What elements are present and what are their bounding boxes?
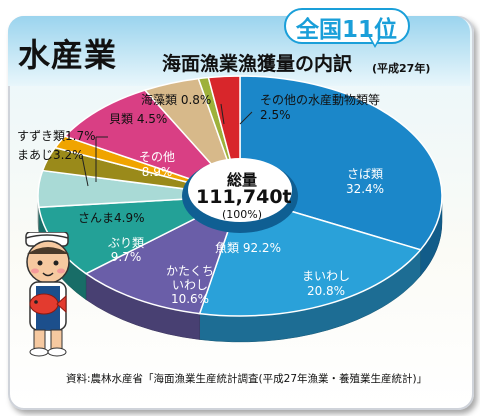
slice-label-kairui-value: 4.5% [136,112,168,126]
fisherman-mascot-icon [25,232,70,357]
slice-label-sanma-value: 4.9% [114,211,145,225]
rank-badge-text: 全国11位 [296,17,398,43]
rank-badge-tail-inner [370,36,380,45]
slice-label-suzuki-value: 1.7% [65,129,96,143]
slice-label-saba-name: さば類 [346,167,383,181]
total-percent: (100%) [221,208,263,221]
slice-label-katakuchi-name-1: かたくち [165,264,214,278]
leader-line-other-aquatic [239,111,253,125]
slice-label-maaji-name: まあじ [17,148,54,162]
total-hole [188,158,292,222]
slice-label-other-aquatic-value: 2.5% [260,108,291,122]
slice-label-katakuchi-value: 10.6% [170,292,210,306]
source-note: 資料:農林水産省「海面漁業生産統計調査(平成27年漁業・養殖業生産統計)」 [66,373,428,385]
slice-label-buri-value: 9.7% [110,250,142,264]
slice-label-other-aquatic-name: その他の水産動物類等 [260,93,381,107]
slice-label-katakuchi-name-2: いわし [171,278,208,292]
slice-2 [84,194,242,315]
chart-subtitle: 海面漁業漁獲量の内訳 [162,53,353,75]
leader-line-seaweed [220,103,225,125]
slice-label-kaiso-name: 海藻類 [141,93,178,107]
slice-label-kairui-name: 貝類 [109,112,134,126]
page-title: 水産業 [18,36,118,74]
leader-line-maaji [81,155,89,187]
slice-label-suzuki: すずき類1.7% [17,129,96,144]
rank-badge-bubble [284,8,410,44]
slice-label-kairui: 貝類 4.5% [109,112,167,127]
total-value: 111,740t [196,186,292,208]
slice-label-sanma-name: さんま [78,211,115,225]
slice-label-maaji: まあじ3.2% [17,148,84,163]
slice-label-kaiso: 海藻類 0.8% [141,93,211,108]
fish-total-label: 魚類 92.2% [215,241,281,255]
total-label: 総量 [226,171,257,189]
year-note: (平成27年) [372,62,431,75]
slice-label-sonota-value: 8.9% [141,165,173,179]
slice-label-saba-value: 32.4% [345,182,385,196]
slice-label-buri-name: ぶり類 [107,236,144,250]
slice-label-maiwashi-value: 20.8% [306,284,346,298]
slice-label-sanma: さんま4.9% [78,211,145,226]
slice-label-maaji-value: 3.2% [53,148,84,162]
slice-label-sonota-name: その他 [138,150,175,164]
slice-label-maiwashi-name: まいわし [301,269,350,283]
slice-label-suzuki-name: すずき類 [17,129,66,143]
slice-7 [63,89,243,198]
slice-label-kaiso-value: 0.8% [180,93,212,107]
